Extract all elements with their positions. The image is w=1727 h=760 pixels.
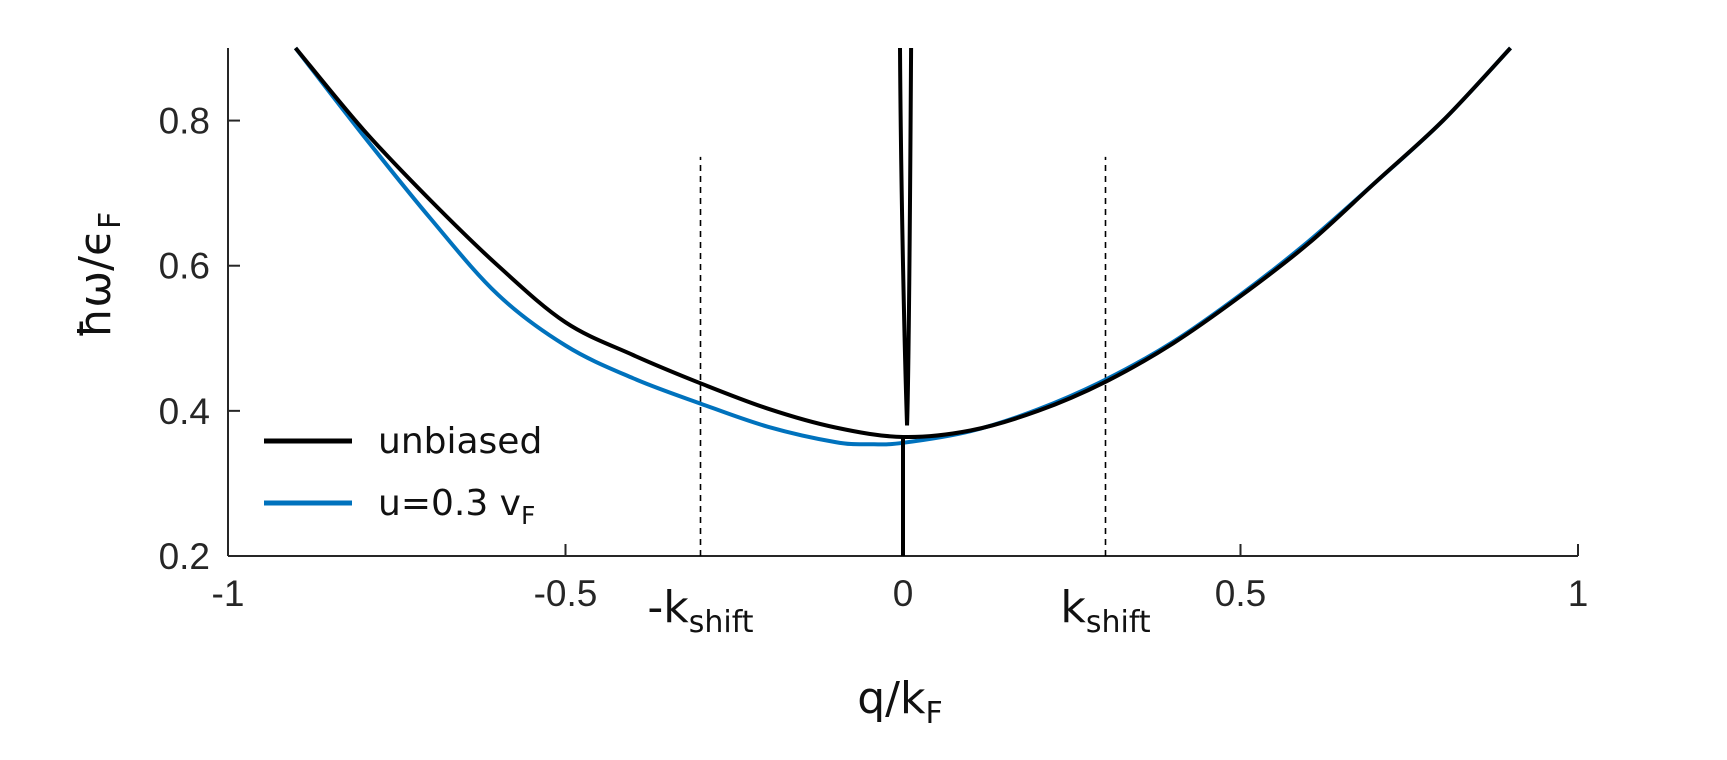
y-axis-label: ħω/ϵF bbox=[70, 212, 128, 339]
kshift-label: -kshift bbox=[647, 582, 753, 640]
kshift-label: kshift bbox=[1060, 582, 1150, 640]
y-tick-label: 0.6 bbox=[159, 246, 210, 287]
legend: unbiased u=0.3 vF bbox=[264, 421, 542, 530]
x-ticks: -1 -0.5 0 0.5 1 bbox=[212, 544, 1589, 614]
legend-label-unbiased: unbiased bbox=[378, 421, 542, 462]
y-tick-label: 0.2 bbox=[159, 536, 210, 577]
x-tick-label: -0.5 bbox=[534, 573, 598, 614]
y-tick-label: 0.8 bbox=[159, 101, 210, 142]
curves bbox=[293, 46, 1512, 556]
series-line-unbiased bbox=[293, 46, 1512, 440]
kshift-lines: -kshift kshift bbox=[647, 156, 1151, 640]
y-tick-label: 0.4 bbox=[159, 391, 210, 432]
x-axis-label: q/kF bbox=[857, 673, 943, 731]
x-tick-label: 0.5 bbox=[1215, 573, 1266, 614]
legend-label-biased: u=0.3 vF bbox=[378, 483, 535, 530]
x-tick-label: -1 bbox=[212, 573, 245, 614]
x-tick-label: 1 bbox=[1568, 573, 1589, 614]
center-spike-upper bbox=[898, 47, 914, 426]
y-ticks: 0.2 0.4 0.6 0.8 bbox=[159, 101, 240, 577]
x-tick-label: 0 bbox=[893, 573, 914, 614]
